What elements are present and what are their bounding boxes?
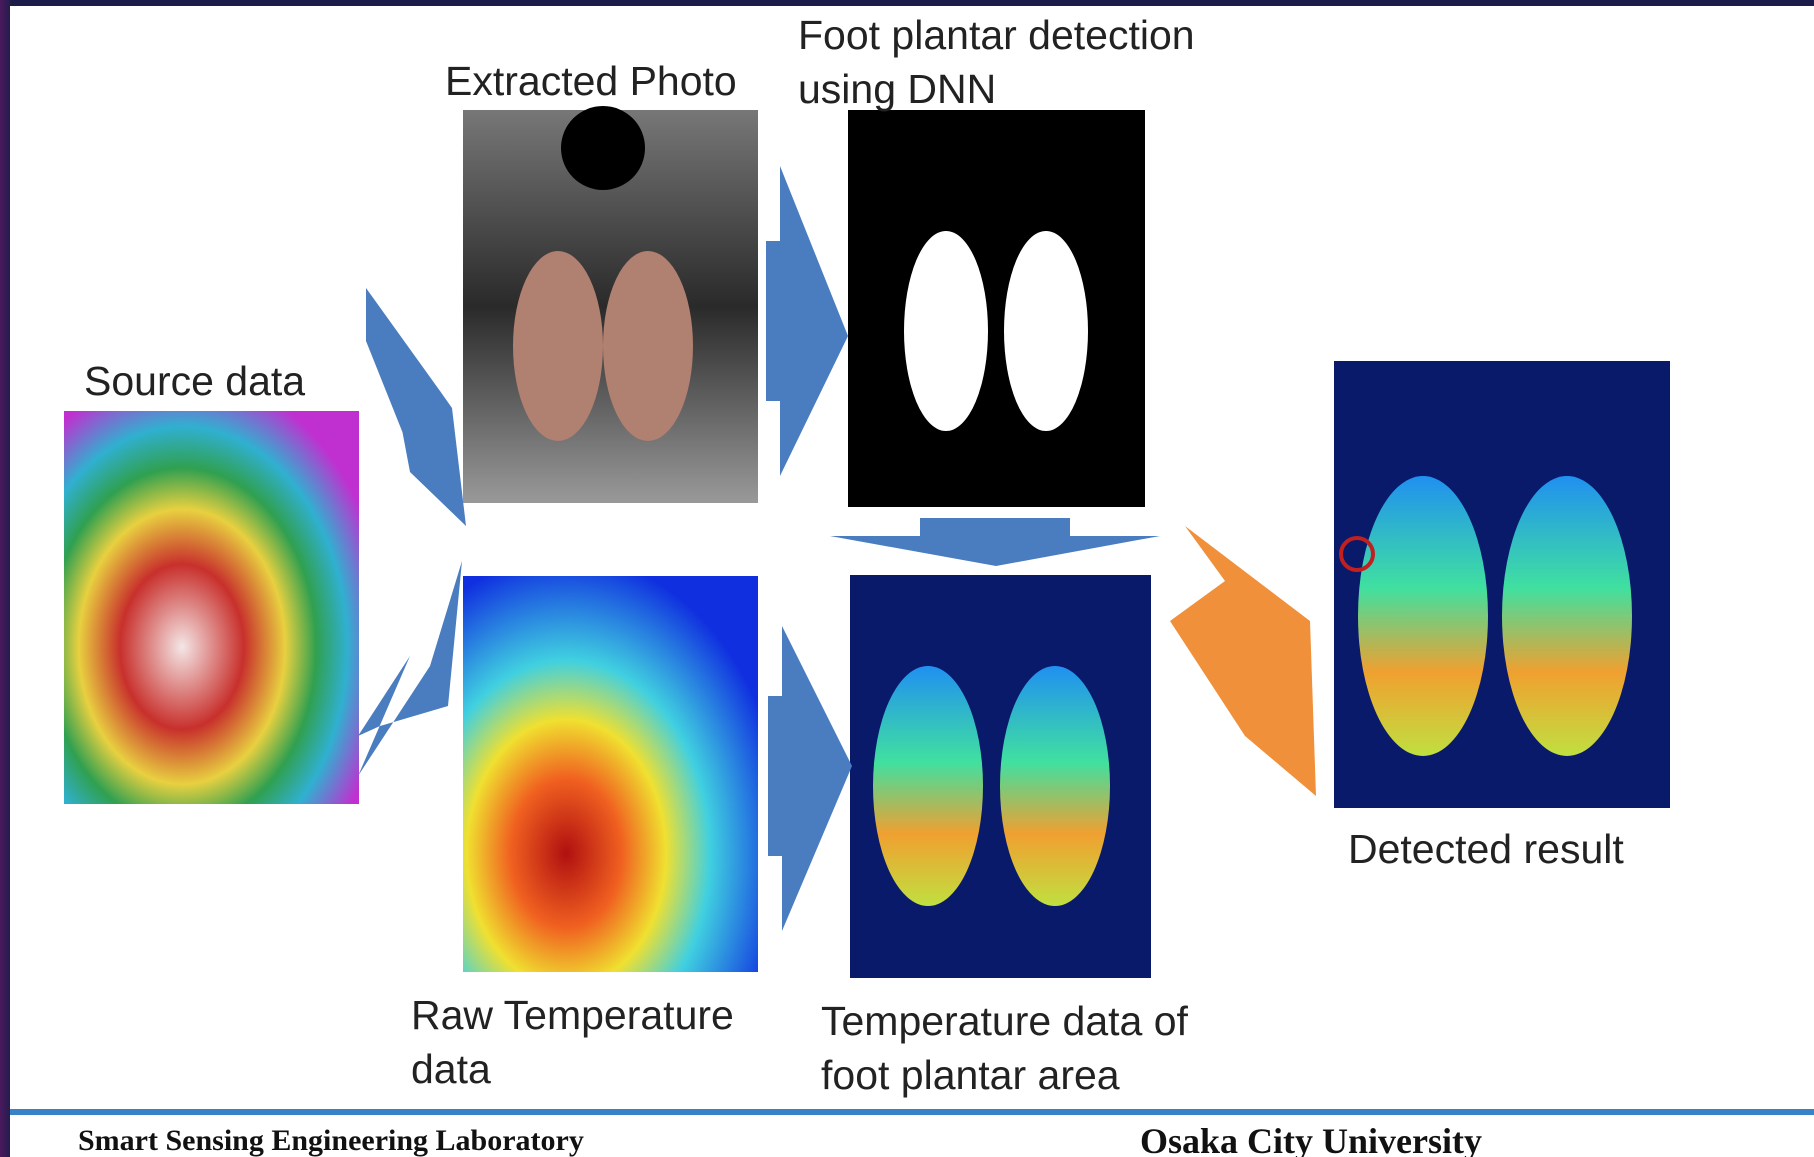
label: Foot plantar detection using DNN [798, 8, 1268, 116]
raw-temperature-image [463, 576, 758, 972]
footer-rule [10, 1109, 1814, 1115]
label: Detected result [1348, 822, 1624, 876]
slide: Source data Extracted Photo Foot plantar… [10, 6, 1814, 1157]
detected-result-image [1334, 361, 1670, 808]
footer-lab: Smart Sensing Engineering Laboratory [78, 1124, 584, 1157]
label: Source data [84, 354, 305, 408]
dnn-mask-image [848, 110, 1145, 507]
label: Temperature data of foot plantar area [821, 994, 1261, 1102]
page: Source data Extracted Photo Foot plantar… [0, 0, 1814, 1157]
extracted-photo-image [463, 106, 758, 503]
label: Raw Temperature data [411, 988, 791, 1096]
source-image [64, 411, 359, 804]
diagram-graphics [10, 6, 1814, 1157]
orange-arrow [1170, 526, 1316, 796]
label: Extracted Photo [445, 54, 737, 108]
plantar-temperature-image [850, 575, 1151, 978]
footer-university: Osaka City University [1140, 1120, 1482, 1157]
